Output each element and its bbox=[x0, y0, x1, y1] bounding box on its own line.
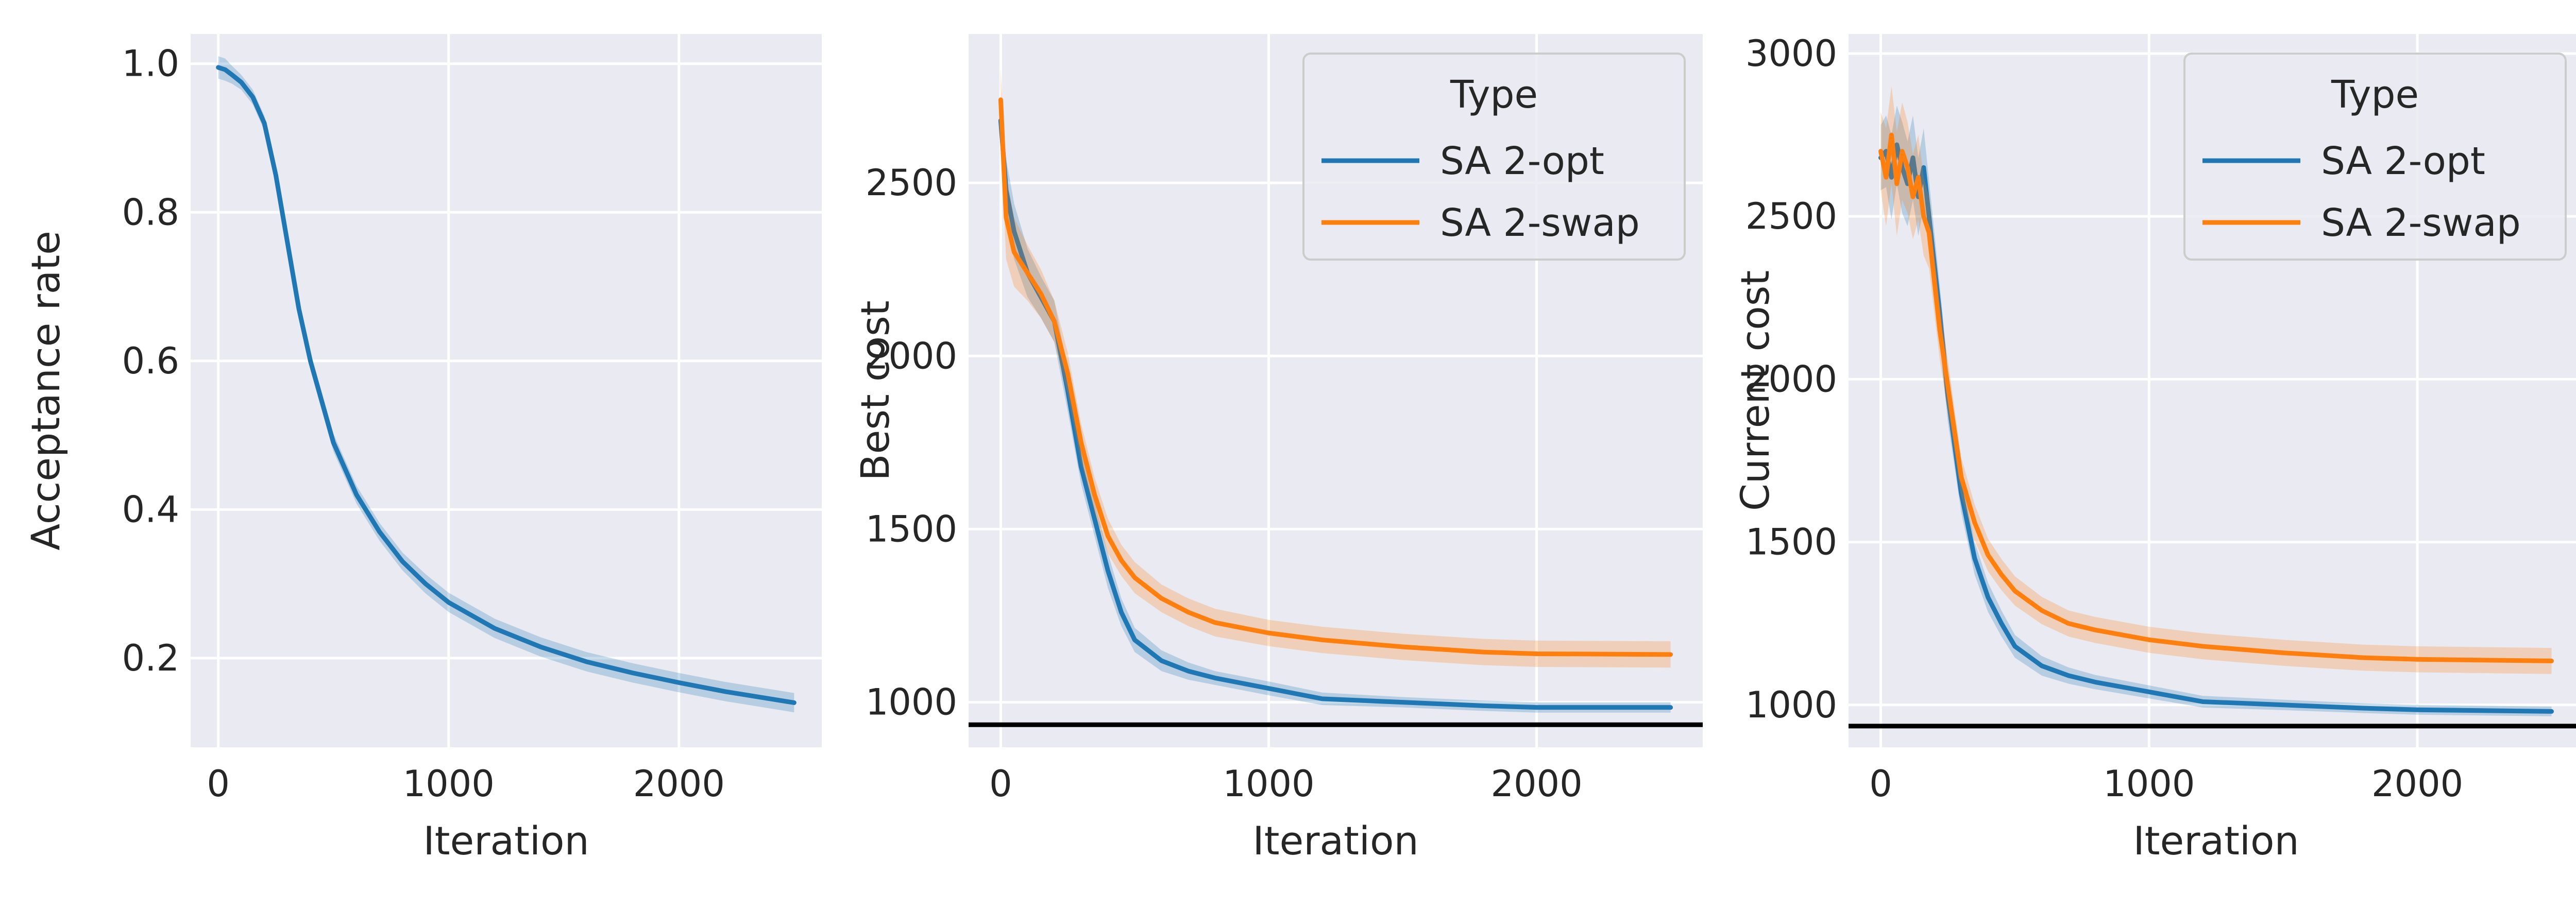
legend-title: Type bbox=[1450, 73, 1538, 117]
y-tick-label: 2500 bbox=[866, 162, 957, 204]
y-axis-label: Acceptance rate bbox=[23, 231, 69, 551]
y-tick-label: 2500 bbox=[1745, 195, 1837, 237]
legend-box bbox=[1302, 53, 1686, 261]
plot-marks bbox=[969, 68, 1703, 727]
x-tick-label: 1000 bbox=[1223, 763, 1314, 805]
legend-entry-2: SA 2-swap bbox=[1440, 201, 1640, 245]
x-tick-label: 2000 bbox=[633, 763, 725, 805]
chart-panel-1: 0 1000 2000 0.2 0.4 0.6 0.8 1.0 Iteration Accepta… bbox=[23, 34, 822, 864]
x-tick-label: 0 bbox=[1869, 763, 1892, 805]
y-tick-label: 2000 bbox=[1745, 358, 1837, 400]
chart-panel-3: 0 1000 2000 1000 1500 2000 2500 3000 Iteration Cu… bbox=[1732, 32, 2576, 864]
x-tick-label: 0 bbox=[989, 763, 1012, 805]
series-line-2 bbox=[998, 97, 1673, 657]
x-tick-label: 2000 bbox=[1490, 763, 1582, 805]
plot-marks bbox=[1849, 86, 2576, 729]
y-tick-label: 1.0 bbox=[122, 43, 179, 85]
y-tick-label: 0.6 bbox=[122, 340, 179, 382]
series-line-1 bbox=[1878, 142, 2554, 714]
x-axis-label: Iteration bbox=[1252, 818, 1418, 864]
x-tick-label: 2000 bbox=[2371, 763, 2463, 805]
legend: Type SA 2-opt SA 2-swap bbox=[1302, 53, 1686, 261]
x-tick-label: 1000 bbox=[2103, 763, 2195, 805]
legend-title: Type bbox=[2331, 73, 2419, 117]
series-line-2 bbox=[1878, 132, 2554, 663]
y-axis-label: Best cost bbox=[852, 300, 898, 480]
y-tick-label: 2000 bbox=[866, 335, 957, 377]
y-tick-label: 0.2 bbox=[122, 637, 179, 679]
legend-entry-1: SA 2-opt bbox=[1440, 139, 1604, 183]
y-tick-label: 1000 bbox=[866, 681, 957, 724]
plot-marks bbox=[216, 56, 796, 713]
x-axis-label: Iteration bbox=[423, 818, 589, 864]
legend-entry-2: SA 2-swap bbox=[2321, 201, 2521, 245]
series-line-1 bbox=[216, 65, 796, 705]
y-tick-label: 1500 bbox=[1745, 521, 1837, 563]
x-tick-label: 1000 bbox=[403, 763, 495, 805]
x-tick-label: 0 bbox=[207, 763, 230, 805]
y-axis-label: Current cost bbox=[1732, 270, 1778, 511]
y-tick-label: 3000 bbox=[1745, 32, 1837, 75]
chart-panel-2: 0 1000 2000 1000 1500 2000 2500 Iteration Best c… bbox=[852, 34, 1703, 864]
x-axis-label: Iteration bbox=[2133, 818, 2299, 864]
legend-entry-1: SA 2-opt bbox=[2321, 139, 2485, 183]
y-tick-label: 0.4 bbox=[122, 488, 179, 530]
y-tick-label: 1500 bbox=[866, 508, 957, 550]
legend-box bbox=[2183, 53, 2567, 261]
y-tick-label: 1000 bbox=[1745, 684, 1837, 726]
legend: Type SA 2-opt SA 2-swap bbox=[2183, 53, 2567, 261]
plot-area bbox=[191, 34, 822, 747]
y-tick-label: 0.8 bbox=[122, 191, 179, 233]
